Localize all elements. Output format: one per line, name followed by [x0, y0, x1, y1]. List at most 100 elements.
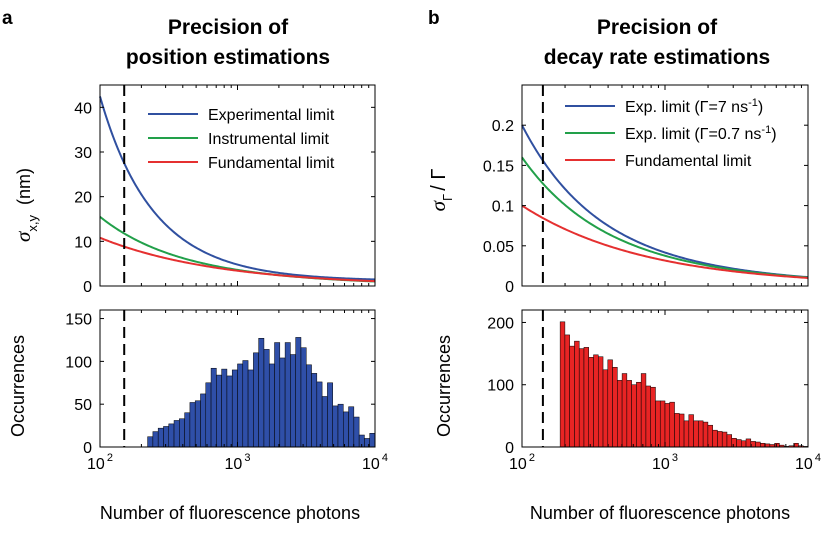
legend-a-fundamental: Fundamental limit	[208, 155, 335, 172]
a-hist-bar	[263, 349, 270, 448]
b-hist-bar	[655, 400, 661, 448]
a-hist-bar	[242, 360, 249, 448]
a-hist-bar	[231, 369, 238, 448]
a-hist-bar	[168, 423, 175, 448]
a-hist-bar	[253, 352, 259, 448]
b-hist-bar	[745, 438, 752, 448]
b-hist-bar	[741, 440, 747, 448]
a-hist-bar	[369, 433, 376, 448]
b-hist-bar	[688, 414, 694, 448]
legend-b: Exp. limit (Γ=7 ns-1) Exp. limit (Γ=0.7 …	[565, 97, 777, 170]
a-top-ylabel-sigma: σ	[11, 230, 35, 242]
a-hist-xtick-label: 10 2	[87, 452, 113, 473]
b-hist-bar	[588, 357, 594, 448]
b-hist-bar	[736, 439, 742, 448]
a-xlabel: Number of fluorescence photons	[100, 503, 360, 523]
b-hist-bar	[674, 413, 680, 448]
b-hist-bar	[636, 381, 642, 448]
b-hist-ytick-label: 100	[487, 378, 514, 395]
b-hist-bar	[612, 367, 618, 448]
b-hist-bar	[640, 373, 647, 448]
b-hist-bar	[631, 384, 637, 448]
a-hist-bar	[306, 364, 312, 448]
b-hist-bar	[645, 385, 651, 448]
b-hist-bar	[683, 420, 690, 448]
b-hist-bar	[583, 347, 589, 448]
a-hist-bar	[274, 342, 281, 448]
a-hist-ytick-label: 100	[65, 354, 92, 371]
a-hist-bar	[157, 427, 164, 448]
b-top-ylabel-sigma: σ	[426, 199, 450, 211]
legend-a-experimental: Experimental limit	[208, 107, 335, 124]
a-top-series-0	[99, 96, 376, 281]
b-hist-ytick-label: 0	[505, 440, 514, 457]
b-hist-bar	[712, 429, 718, 448]
b-hist-bar	[669, 401, 675, 448]
b-hist-bar	[564, 334, 570, 448]
panel-a-title-line2: position estimations	[126, 46, 330, 69]
b-top-ylabel-sub: Γ	[440, 194, 455, 201]
legend-b-fundamental: Fundamental limit	[625, 153, 752, 170]
b-xlabel: Number of fluorescence photons	[530, 503, 790, 523]
panel-a-title-line1: Precision of	[168, 16, 289, 39]
panel-b-title-line2: decay rate estimations	[544, 46, 770, 69]
b-hist-bar	[602, 369, 609, 448]
a-hist-bar	[152, 431, 159, 448]
a-hist-ylabel: Occurrences	[8, 335, 28, 437]
b-hist-bar	[559, 321, 566, 448]
legend-b-exp07: Exp. limit (Γ=0.7 ns-1)	[625, 124, 777, 143]
b-hist-bar	[702, 421, 709, 448]
a-hist-bar	[163, 426, 169, 448]
b-hist-bar	[574, 340, 580, 448]
a-hist-bar	[200, 393, 207, 448]
b-hist-bar	[650, 386, 656, 448]
panel-b-label: b	[428, 8, 440, 29]
b-hist-ytick-label: 200	[487, 315, 514, 332]
a-hist-bar	[221, 368, 228, 448]
b-hist-bar	[679, 413, 685, 448]
a-hist-bar	[194, 400, 201, 448]
a-hist-bar	[327, 382, 333, 448]
b-hist-bar	[664, 403, 671, 448]
a-hist-bar	[216, 374, 222, 448]
a-hist-ylabel-text: Occurrences	[8, 335, 28, 437]
b-hist-xtick-label: 10 3	[652, 452, 678, 473]
b-hist-bar	[726, 434, 732, 448]
b-hist-bar	[607, 359, 613, 448]
b-hist-bar	[755, 441, 761, 448]
a-hist-bar	[284, 342, 291, 448]
legend-a-instrumental: Instrumental limit	[208, 131, 329, 148]
a-top-ytick-label: 0	[83, 279, 92, 296]
a-top-ylabel-unit: (nm)	[14, 168, 34, 205]
a-hist-bar	[268, 363, 275, 448]
a-hist-bar	[226, 375, 233, 448]
a-hist-bar	[295, 337, 302, 448]
panel-b-title-line1: Precision of	[597, 16, 718, 39]
a-hist-bar	[184, 412, 191, 448]
a-hist-axes: 0 50 100 150 10 2 10 3 10 4	[65, 309, 388, 473]
a-hist-xtick-label: 10 3	[225, 452, 251, 473]
b-hist-bar	[621, 373, 628, 448]
b-hist-bar	[721, 431, 728, 448]
a-top-ytick-label: 20	[74, 190, 92, 207]
a-hist-bar	[205, 382, 212, 448]
a-hist-bars	[147, 337, 376, 448]
svg-text:σx,y(nm): σx,y (nm)	[11, 168, 40, 242]
a-top-axes: 0 10 20 30 40	[74, 84, 376, 296]
a-hist-bar	[337, 403, 344, 448]
a-top-ytick-label: 30	[74, 145, 92, 162]
a-hist-bar	[189, 402, 196, 448]
b-hist-bar	[707, 424, 713, 448]
b-hist-ylabel-text: Occurrences	[434, 335, 454, 437]
svg-text:σΓ/ Γ: σΓ / Γ	[426, 169, 455, 212]
a-top-ylabel: σx,y (nm)	[11, 168, 40, 242]
b-hist-bars	[559, 321, 809, 448]
a-hist-bar	[300, 347, 307, 448]
a-hist-bar	[348, 406, 355, 448]
b-hist-bar	[659, 400, 666, 448]
b-hist-bar	[760, 443, 766, 448]
legend-a: Experimental limit Instrumental limit Fu…	[148, 107, 335, 172]
a-top-series-1	[99, 215, 376, 283]
b-top-ytick-label: 0.05	[483, 239, 514, 256]
